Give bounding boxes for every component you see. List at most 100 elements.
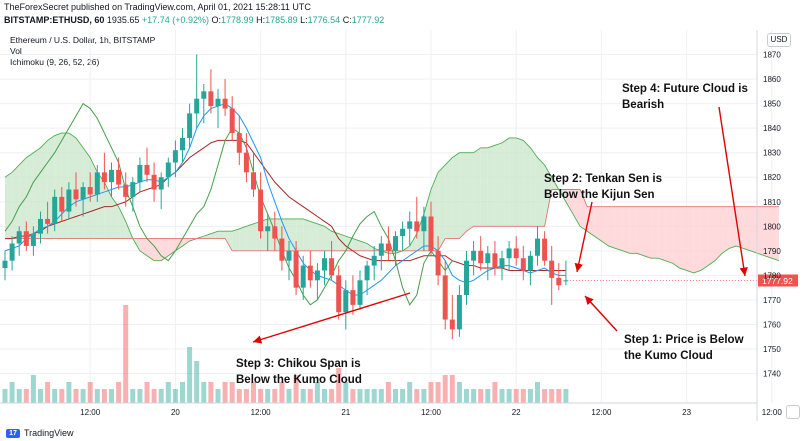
cloud-segment (665, 206, 673, 264)
volume-bar (428, 382, 434, 403)
candle-body (527, 255, 533, 271)
candle-body (499, 258, 505, 269)
cloud-segment (722, 206, 730, 254)
y-tick-label: 1810 (763, 198, 781, 207)
last-price: 1935.65 (106, 15, 140, 25)
cloud-segment (33, 147, 41, 239)
candle-body (73, 189, 79, 200)
x-tick-label: 12:00 (251, 408, 272, 417)
volume-bar (506, 389, 512, 403)
y-tick-label: 1860 (763, 75, 781, 84)
cloud-segment (629, 206, 637, 254)
cloud-segment (537, 157, 545, 227)
cloud-segment (218, 231, 226, 239)
y-tick-label: 1870 (763, 51, 781, 60)
candle-body (201, 91, 207, 99)
candle-body (407, 221, 413, 229)
x-tick-label: 22 (512, 408, 521, 417)
y-tick-label: 1740 (763, 370, 781, 379)
cloud-segment (317, 223, 325, 251)
volume-bar (364, 389, 370, 403)
volume-bar (59, 389, 65, 403)
volume-bar (421, 389, 427, 403)
annotation-text: Step 3: Chikou Span is (236, 358, 361, 370)
volume-bar (66, 382, 72, 403)
volume-bar (158, 389, 164, 403)
cloud-segment (700, 206, 708, 271)
cloud-segment (203, 233, 211, 239)
senkou-span-a-line (4, 132, 780, 274)
candle-body (180, 137, 185, 151)
cloud-segment (736, 206, 744, 249)
candle-body (279, 238, 285, 261)
volume-bar (329, 389, 335, 403)
cloud-segment (651, 206, 659, 259)
volume-bar (385, 382, 391, 403)
candle-body (151, 174, 157, 190)
candle-body (336, 275, 342, 313)
cloud-segment (729, 206, 737, 249)
volume-bar (80, 389, 86, 403)
cloud-segment (764, 206, 772, 259)
volume-bar (485, 389, 491, 403)
candle-body (59, 196, 65, 212)
annotation-arrow (574, 201, 593, 273)
candle-body (300, 265, 306, 288)
axis-settings-button[interactable] (786, 405, 800, 419)
cloud-segment (502, 137, 510, 227)
currency-button[interactable]: USD (767, 33, 791, 47)
candle-body (16, 231, 22, 244)
price-tag-bg (758, 274, 798, 287)
candle-body (9, 243, 15, 261)
candle-body (329, 258, 335, 276)
cloud-segment (452, 152, 460, 239)
cloud-segment (303, 218, 311, 251)
annotation-text: Bearish (622, 99, 664, 111)
cloud-segment (601, 206, 609, 246)
volume-bar (371, 389, 377, 403)
cloud-segment (615, 206, 623, 251)
x-tick-label: 12:00 (421, 408, 442, 417)
cloud-segment (104, 182, 112, 239)
y-tick-label: 1820 (763, 173, 781, 182)
volume-bar (414, 389, 420, 403)
close-value: 1777.92 (351, 15, 385, 25)
volume-bar (300, 389, 306, 403)
y-tick-label: 1800 (763, 222, 781, 231)
annotation-arrow (584, 295, 618, 332)
annotation-text: Step 4: Future Cloud is (622, 83, 748, 95)
cloud-segment (473, 147, 481, 227)
candle-body (520, 258, 526, 271)
cloud-segment (707, 206, 715, 266)
volume-bar (527, 389, 533, 403)
y-tick-label: 1770 (763, 296, 781, 305)
volume-bar (435, 382, 441, 403)
kumo-cloud (5, 133, 779, 273)
volume-bar (563, 389, 569, 403)
cloud-segment (310, 221, 318, 251)
candle-body (187, 113, 193, 138)
candle-body (322, 258, 327, 271)
cloud-segment (438, 164, 446, 251)
legend-title[interactable]: Ethereum / U.S. Dollar, 1h, BITSTAMP (10, 35, 156, 45)
volume-bar (243, 389, 249, 403)
volume-bar (286, 389, 292, 403)
legend-ichimoku[interactable]: Ichimoku (9, 26, 52, 26) (10, 57, 100, 67)
volume-bar (109, 389, 114, 403)
x-tick-label: 23 (682, 408, 691, 417)
y-tick-label: 1850 (763, 100, 781, 109)
candle-body (2, 260, 8, 269)
candles (2, 54, 569, 340)
candle-body (137, 164, 143, 183)
candle-body (258, 189, 264, 232)
cloud-segment (83, 147, 91, 239)
candle-body (94, 172, 100, 195)
brand-name: TradingView (24, 428, 74, 438)
volume-bar (16, 389, 22, 403)
x-tick-label: 12:00 (762, 408, 783, 417)
legend-volume[interactable]: Vol (10, 46, 22, 56)
volume-bar (87, 382, 93, 403)
chart-legend: Ethereum / U.S. Dollar, 1h, BITSTAMP Vol… (10, 35, 155, 68)
volume-bar (208, 382, 214, 403)
